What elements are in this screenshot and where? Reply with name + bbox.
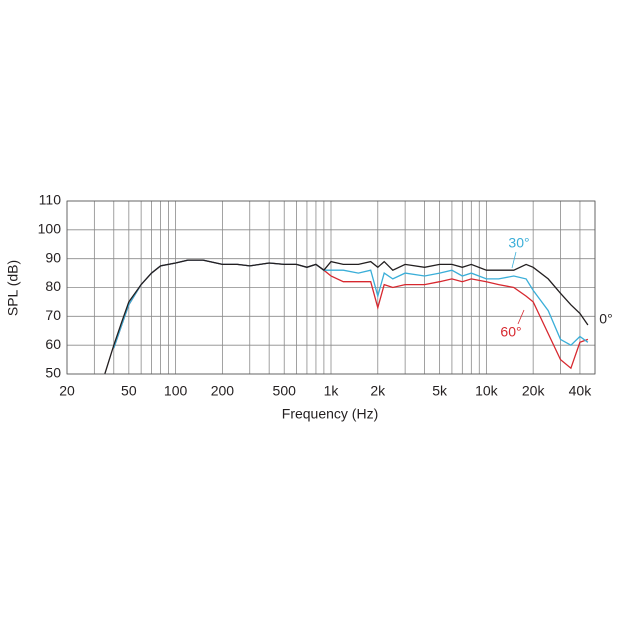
x-tick-label: 20 <box>59 383 75 399</box>
y-tick-label: 110 <box>39 192 62 208</box>
legend-label: 30° <box>508 235 529 251</box>
y-tick-label: 60 <box>45 336 61 352</box>
y-axis-label: SPL (dB) <box>5 260 21 316</box>
legend-label: 0° <box>599 311 612 327</box>
leader-line <box>517 309 525 325</box>
x-tick-label: 100 <box>164 383 188 399</box>
y-tick-label: 90 <box>45 249 61 265</box>
leader-line <box>511 251 517 269</box>
x-axis-label: Frequency (Hz) <box>282 406 378 422</box>
legend-label: 60° <box>500 324 521 340</box>
series-line <box>104 259 589 375</box>
x-tick-label: 2k <box>370 383 386 399</box>
x-tick-label: 500 <box>273 383 297 399</box>
y-tick-label: 70 <box>45 307 61 323</box>
x-tick-label: 50 <box>121 383 137 399</box>
x-tick-label: 20k <box>522 383 546 399</box>
x-tick-label: 10k <box>475 383 499 399</box>
y-tick-label: 100 <box>38 221 62 237</box>
x-tick-label: 200 <box>211 383 235 399</box>
x-tick-label: 5k <box>432 383 448 399</box>
y-tick-label: 50 <box>45 365 61 381</box>
x-tick-label: 40k <box>569 383 593 399</box>
plot-frame <box>66 200 596 375</box>
y-tick-label: 80 <box>45 278 61 294</box>
x-tick-label: 1k <box>324 383 340 399</box>
